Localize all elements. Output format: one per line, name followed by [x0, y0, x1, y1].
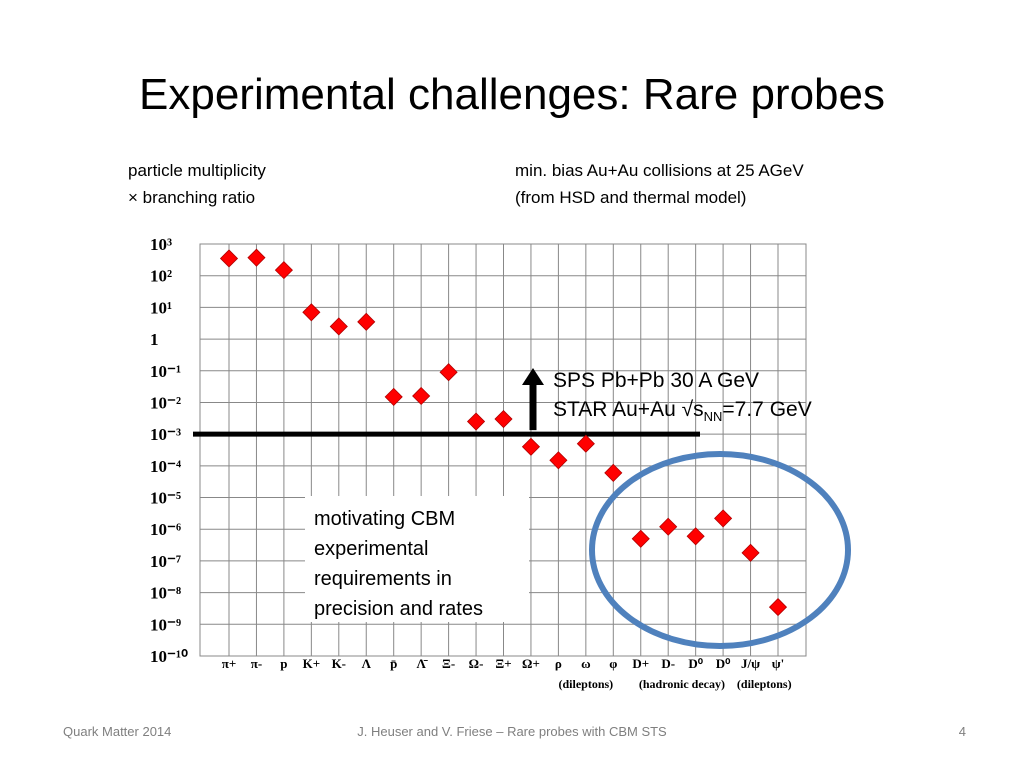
- reference-callout: SPS Pb+Pb 30 A GeV STAR Au+Au √sNN=7.7 G…: [553, 366, 812, 431]
- data-point: [686, 527, 705, 546]
- y-tick-label: 10¹: [150, 298, 172, 317]
- callout-line-1: SPS Pb+Pb 30 A GeV: [553, 369, 760, 392]
- data-point: [412, 386, 431, 406]
- box-line-2: experimental: [314, 538, 429, 560]
- x-tick-label: π+: [222, 656, 237, 671]
- y-tick-label: 10⁻⁴: [150, 457, 181, 476]
- y-tick-label: 10⁻⁹: [150, 615, 181, 634]
- y-tick-label: 10⁻¹⁰: [150, 647, 188, 666]
- box-line-4: precision and rates: [314, 598, 483, 620]
- y-tick-label: 10⁻⁸: [150, 584, 181, 603]
- y-tick-label: 10⁻⁶: [150, 520, 181, 539]
- data-point: [439, 363, 458, 382]
- x-tick-label: K-: [332, 656, 346, 671]
- collision-note: min. bias Au+Au collisions at 25 AGeV (f…: [515, 157, 804, 211]
- data-point: [604, 463, 623, 482]
- y-tick-label: 10⁻²: [150, 393, 181, 412]
- data-point: [329, 317, 348, 336]
- note-right-line1: min. bias Au+Au collisions at 25 AGeV: [515, 161, 804, 180]
- callout-sub: NN: [703, 409, 723, 425]
- x-tick-label: ω: [581, 656, 591, 671]
- box-line-3: requirements in: [314, 568, 452, 590]
- y-tick-label: 10⁻¹: [150, 362, 181, 381]
- y-tick-label: 10²: [150, 267, 172, 286]
- x-tick-label: J/ψ: [741, 656, 760, 671]
- x-tick-label: Λ: [362, 656, 372, 671]
- y-quantity-note: particle multiplicity × branching ratio: [128, 157, 266, 211]
- x-tick-label: Λ̄: [416, 656, 427, 671]
- data-point: [576, 434, 595, 453]
- data-point: [549, 451, 568, 470]
- data-point: [466, 412, 486, 431]
- data-point: [714, 509, 733, 528]
- x-tick-label: D⁰: [688, 656, 703, 671]
- x-tick-label: Ξ-: [442, 656, 455, 671]
- data-point: [384, 387, 403, 406]
- x-group-label: (dileptons): [559, 677, 614, 691]
- x-tick-label: D-: [661, 656, 675, 671]
- x-group-label: (hadronic decay): [639, 677, 725, 691]
- data-point: [659, 517, 678, 536]
- motivation-box: motivating CBM experimental requirements…: [305, 496, 529, 622]
- x-tick-label: π-: [251, 656, 262, 671]
- x-tick-label: D+: [632, 656, 649, 671]
- footer-authors: J. Heuser and V. Friese – Rare probes wi…: [357, 724, 667, 739]
- box-line-1: motivating CBM: [314, 508, 456, 530]
- x-tick-label: ψ': [772, 656, 785, 671]
- footer-page-number: 4: [958, 724, 966, 739]
- x-tick-label: p̄: [390, 656, 397, 671]
- x-tick-label: Ω-: [469, 656, 484, 671]
- x-tick-label: Ξ+: [495, 656, 511, 671]
- x-tick-label: Ω+: [522, 656, 540, 671]
- x-group-label: (dileptons): [737, 677, 792, 691]
- up-arrow-head: [522, 368, 544, 385]
- data-point: [274, 261, 293, 280]
- data-point: [631, 529, 650, 548]
- y-tick-label: 1: [150, 330, 159, 349]
- callout-suffix: =7.7 GeV: [722, 398, 812, 421]
- data-point: [219, 249, 239, 268]
- data-point: [741, 543, 760, 562]
- footer-conference: Quark Matter 2014: [63, 724, 172, 739]
- note-left-line2: × branching ratio: [128, 188, 256, 207]
- x-tick-label: φ: [609, 656, 617, 671]
- callout-prefix: STAR Au+Au √s: [553, 398, 704, 421]
- y-tick-label: 10⁻³: [150, 425, 181, 444]
- highlight-ellipse: [589, 451, 851, 649]
- note-right-line2: (from HSD and thermal model): [515, 188, 747, 207]
- data-point: [247, 248, 266, 267]
- data-point: [357, 312, 376, 331]
- y-tick-label: 10³: [150, 235, 172, 254]
- x-tick-label: K+: [303, 656, 321, 671]
- data-point: [302, 303, 321, 322]
- y-tick-label: 10⁻⁷: [150, 552, 181, 571]
- data-point: [521, 437, 541, 456]
- x-tick-label: ρ: [555, 656, 562, 671]
- y-tick-label: 10⁻⁵: [150, 489, 181, 508]
- slide-title: Experimental challenges: Rare probes: [139, 70, 885, 119]
- x-tick-label: p: [280, 656, 287, 671]
- x-tick-label: D⁰: [716, 656, 731, 671]
- note-left-line1: particle multiplicity: [128, 161, 266, 180]
- data-point: [768, 597, 788, 617]
- callout-line-2: STAR Au+Au √sNN=7.7 GeV: [553, 395, 812, 431]
- data-point: [494, 409, 513, 429]
